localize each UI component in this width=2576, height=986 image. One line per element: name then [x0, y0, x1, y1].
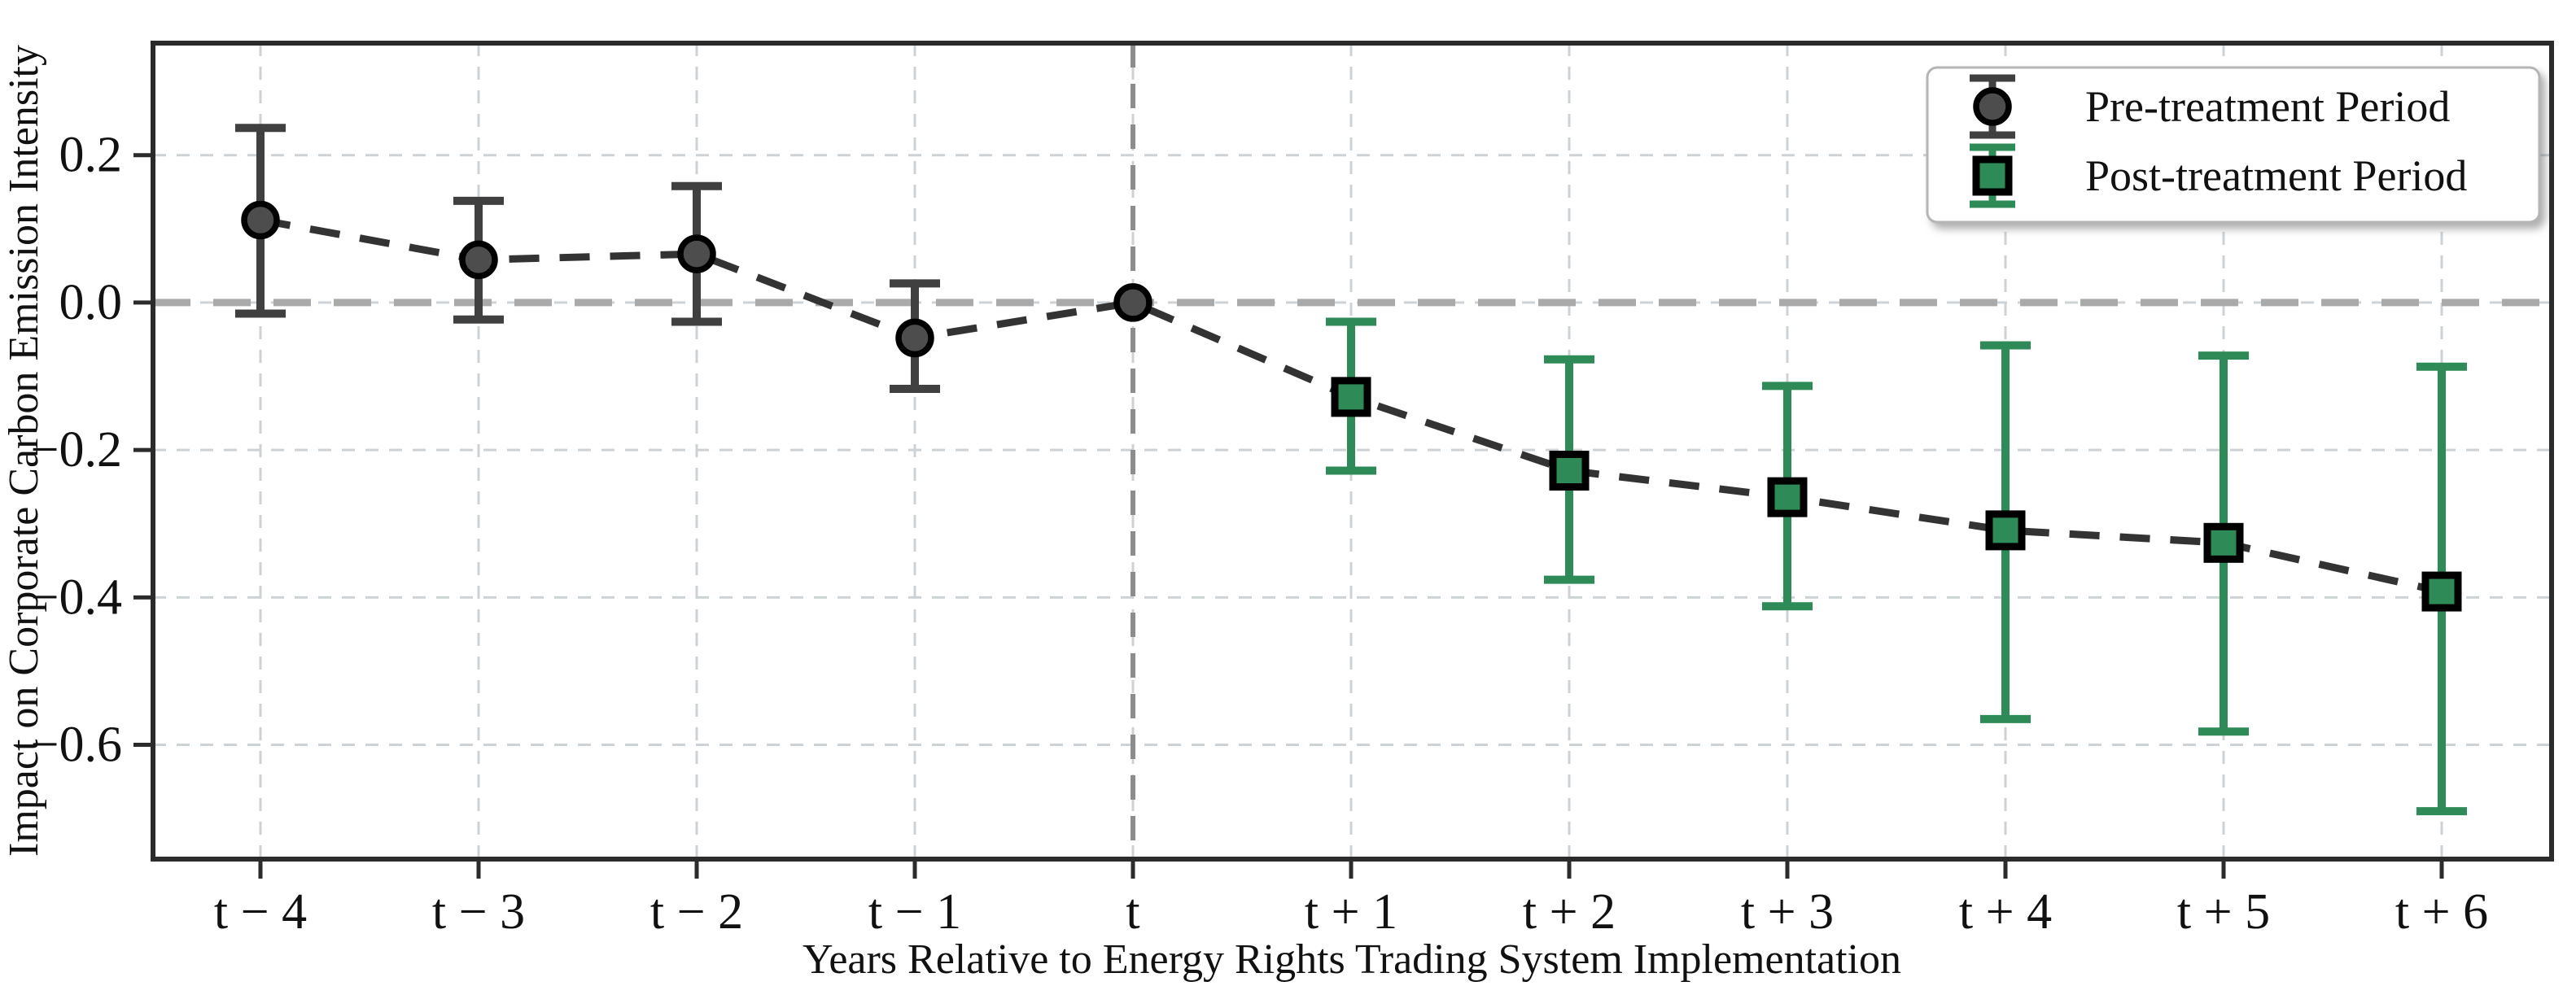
- pre-treatment-marker-t − 1: [895, 318, 934, 358]
- reference-lines-layer: [153, 43, 2552, 859]
- legend-glyph-pre: [1970, 74, 2015, 139]
- x-tick-label: t + 2: [1523, 884, 1616, 940]
- x-tick-label: t − 1: [868, 884, 961, 940]
- x-tick-label: t − 3: [432, 884, 525, 940]
- y-tick-label: 0.0: [59, 275, 123, 330]
- pre-treatment-marker-t: [1113, 283, 1152, 322]
- legend: Pre-treatment Period Post-treatment Peri…: [1926, 66, 2541, 224]
- x-tick-label: t − 4: [214, 884, 307, 940]
- legend-label-pre: Pre-treatment Period: [2085, 82, 2450, 131]
- legend-box: [1926, 66, 2541, 224]
- x-tick-label: t + 1: [1305, 884, 1397, 940]
- y-tick-label: −0.4: [31, 569, 122, 625]
- post-treatment-marker-t + 3: [1767, 477, 1808, 517]
- post-treatment-marker-t + 1: [1331, 377, 1371, 417]
- x-tick-label: t − 2: [650, 884, 743, 940]
- y-tick-label: 0.2: [59, 128, 123, 183]
- pre-treatment-marker-t − 2: [677, 234, 716, 273]
- post-treatment-marker-t + 2: [1549, 451, 1590, 491]
- legend-glyphs: [1970, 74, 2015, 208]
- y-tick-label: −0.2: [31, 422, 122, 478]
- x-tick-label: t + 6: [2395, 884, 2488, 940]
- legend-square-marker: [1972, 155, 2013, 196]
- post-treatment-marker-t + 5: [2203, 522, 2244, 563]
- y-axis-title: Impact on Corporate Carbon Emission Inte…: [1, 45, 47, 857]
- post-treatment-marker-t + 6: [2421, 571, 2462, 612]
- pre-treatment-marker-t − 4: [241, 200, 280, 240]
- legend-glyph-post: [1970, 143, 2015, 208]
- x-tick-label: t: [1126, 884, 1139, 940]
- post-treatment-marker-t + 4: [1985, 510, 2026, 551]
- legend-circle-marker: [1973, 87, 2012, 126]
- x-tick-label: t + 5: [2177, 884, 2270, 940]
- x-tick-label: t + 4: [1959, 884, 2052, 940]
- x-axis-title: Years Relative to Energy Rights Trading …: [803, 936, 1901, 983]
- ticks-layer: 0.2 0.0 −0.2 −0.4 −0.6 t − 4 t − 3 t − 2 t − 1 t t…: [31, 128, 2489, 940]
- data-layer: [235, 124, 2467, 816]
- y-tick-label: −0.6: [31, 718, 122, 773]
- pre-treatment-marker-t − 3: [459, 240, 498, 280]
- x-tick-label: t + 3: [1741, 884, 1834, 940]
- legend-label-post: Post-treatment Period: [2085, 151, 2467, 200]
